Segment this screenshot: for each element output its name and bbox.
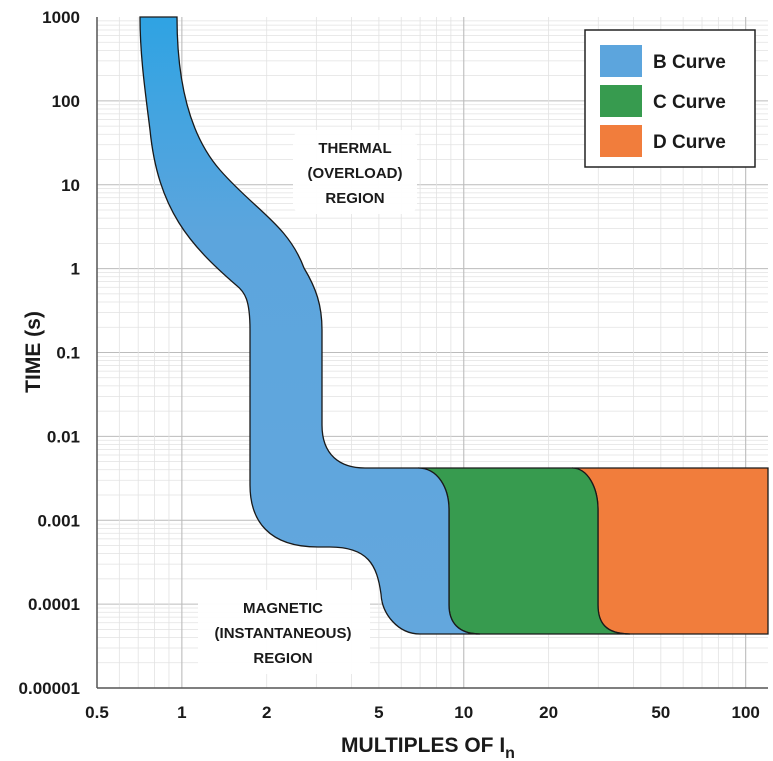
thermal-line-1: THERMAL bbox=[318, 140, 391, 157]
legend-label-b: B Curve bbox=[653, 52, 726, 73]
x-tick-label: 100 bbox=[731, 703, 759, 722]
magnetic-line-1: MAGNETIC bbox=[243, 600, 323, 617]
magnetic-line-2: (INSTANTANEOUS) bbox=[215, 625, 352, 642]
x-tick-label: 10 bbox=[454, 703, 473, 722]
y-tick-labels: 1000 100 10 1 0.1 0.01 0.001 0.0001 0.00001 bbox=[19, 8, 80, 698]
y-tick-label: 0.00001 bbox=[19, 679, 80, 698]
b-curve-band bbox=[139, 16, 481, 635]
legend-swatch-d bbox=[600, 125, 642, 157]
y-tick-label: 0.001 bbox=[37, 511, 80, 530]
y-tick-label: 0.1 bbox=[56, 344, 80, 363]
x-tick-label: 5 bbox=[374, 703, 383, 722]
legend-swatch-c bbox=[600, 85, 642, 117]
y-tick-label: 10 bbox=[61, 176, 80, 195]
x-axis-title: MULTIPLES OF In bbox=[341, 734, 515, 761]
x-tick-label: 0.5 bbox=[85, 703, 109, 722]
x-tick-label: 50 bbox=[651, 703, 670, 722]
y-axis-title: TIME (s) bbox=[22, 311, 45, 393]
y-tick-label: 1 bbox=[71, 260, 80, 279]
y-tick-label: 0.0001 bbox=[28, 595, 80, 614]
x-tick-label: 20 bbox=[539, 703, 558, 722]
thermal-region-label: THERMAL (OVERLOAD) REGION bbox=[293, 130, 417, 214]
d-curve-band bbox=[571, 467, 769, 635]
x-tick-label: 2 bbox=[262, 703, 271, 722]
legend-label-d: D Curve bbox=[653, 132, 726, 153]
thermal-line-3: REGION bbox=[325, 190, 384, 207]
legend-swatch-b bbox=[600, 45, 642, 77]
y-tick-label: 1000 bbox=[42, 8, 80, 27]
legend: B Curve C Curve D Curve bbox=[584, 29, 756, 168]
magnetic-region-label: MAGNETIC (INSTANTANEOUS) REGION bbox=[198, 590, 370, 674]
y-tick-label: 100 bbox=[52, 92, 80, 111]
x-tick-label: 1 bbox=[177, 703, 186, 722]
x-tick-labels: 0.5 1 2 5 10 20 50 100 bbox=[85, 703, 760, 722]
legend-label-c: C Curve bbox=[653, 92, 726, 113]
y-tick-label: 0.01 bbox=[47, 427, 80, 446]
thermal-line-2: (OVERLOAD) bbox=[308, 165, 403, 182]
magnetic-line-3: REGION bbox=[253, 650, 312, 667]
